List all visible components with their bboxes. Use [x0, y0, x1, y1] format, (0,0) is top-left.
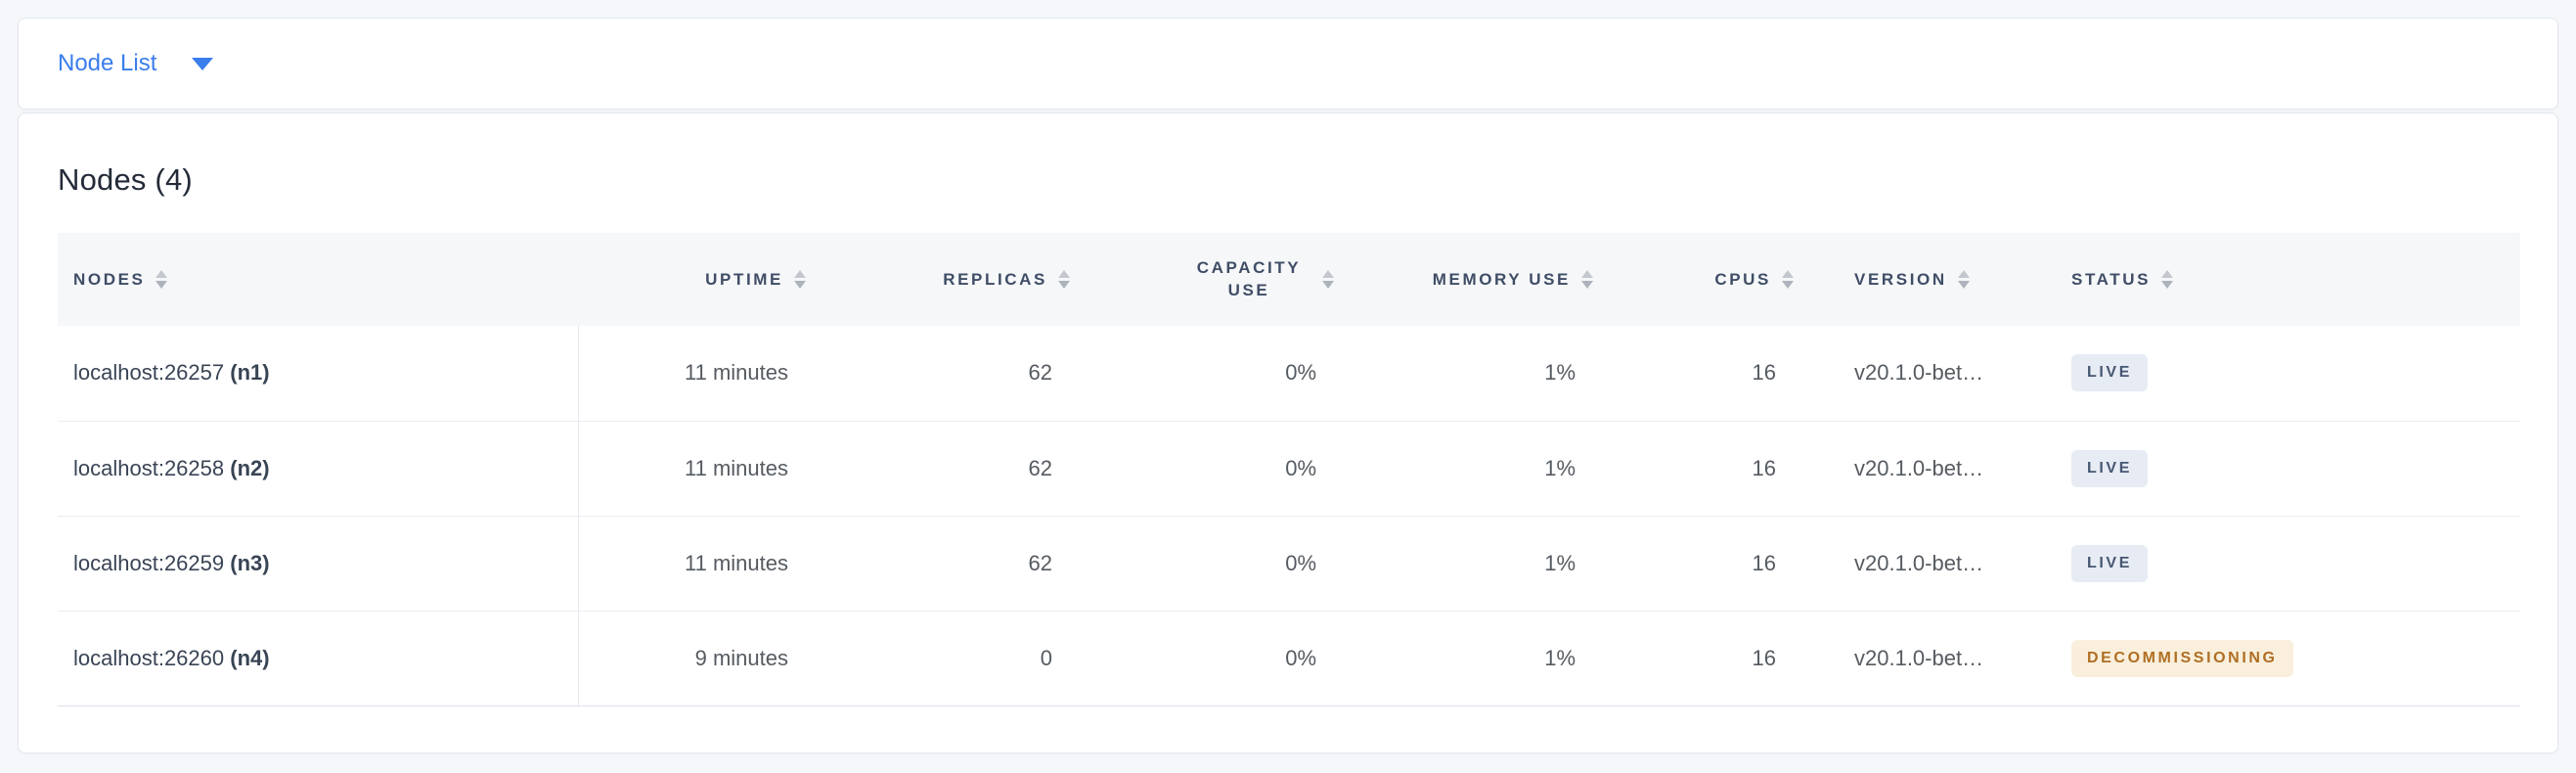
uptime-cell: 11 minutes: [578, 326, 818, 422]
node-address: localhost:26258: [73, 455, 225, 480]
sort-icon[interactable]: [1058, 270, 1070, 289]
table-header-row: NODES UPTIME REPLICAS: [58, 233, 2520, 326]
version-cell: v20.1.0-bet…: [1805, 326, 2030, 422]
column-header-uptime[interactable]: UPTIME: [578, 233, 818, 326]
memory-use-cell: 1%: [1346, 421, 1605, 517]
table-row: localhost:26260 (n4) 9 minutes 0 0% 1% 1…: [58, 611, 2520, 706]
column-header-capacity-use[interactable]: CAPACITY USE: [1082, 233, 1346, 326]
sort-icon[interactable]: [2161, 270, 2174, 289]
nodes-table: NODES UPTIME REPLICAS: [58, 233, 2520, 706]
table-row: localhost:26258 (n2) 11 minutes 62 0% 1%…: [58, 421, 2520, 517]
capacity-use-cell: 0%: [1082, 611, 1346, 706]
view-selector-bar: Node List: [18, 18, 2558, 110]
status-cell: DECOMMISSIONING: [2030, 611, 2520, 706]
version-cell: v20.1.0-bet…: [1805, 611, 2030, 706]
cpus-cell: 16: [1605, 421, 1805, 517]
version-cell: v20.1.0-bet…: [1805, 516, 2030, 612]
status-badge: LIVE: [2071, 449, 2148, 487]
memory-use-cell: 1%: [1346, 326, 1605, 422]
uptime-cell: 9 minutes: [578, 611, 818, 706]
uptime-cell: 11 minutes: [578, 421, 818, 517]
node-address-cell: localhost:26258 (n2): [58, 421, 579, 517]
status-cell: LIVE: [2030, 516, 2520, 612]
memory-use-cell: 1%: [1346, 516, 1605, 612]
cpus-cell: 16: [1605, 326, 1805, 422]
column-header-memory-use[interactable]: MEMORY USE: [1346, 233, 1605, 326]
status-badge: LIVE: [2071, 544, 2148, 582]
column-header-replicas[interactable]: REPLICAS: [818, 233, 1082, 326]
node-id: (n4): [230, 645, 270, 670]
status-badge: DECOMMISSIONING: [2071, 639, 2293, 677]
capacity-use-cell: 0%: [1082, 421, 1346, 517]
view-dropdown[interactable]: Node List: [58, 50, 214, 77]
sort-icon[interactable]: [1957, 270, 1970, 289]
status-cell: LIVE: [2030, 326, 2520, 422]
node-id: (n3): [230, 550, 270, 575]
page-title: Nodes (4): [58, 162, 193, 197]
status-cell: LIVE: [2030, 421, 2520, 517]
status-badge: LIVE: [2071, 354, 2148, 392]
table-row: localhost:26259 (n3) 11 minutes 62 0% 1%…: [58, 516, 2520, 612]
table-row: localhost:26257 (n1) 11 minutes 62 0% 1%…: [58, 326, 2520, 422]
version-cell: v20.1.0-bet…: [1805, 421, 2030, 517]
cpus-cell: 16: [1605, 611, 1805, 706]
sort-icon[interactable]: [1322, 270, 1334, 289]
column-header-nodes[interactable]: NODES: [58, 233, 578, 326]
node-address-cell: localhost:26260 (n4): [58, 611, 579, 706]
memory-use-cell: 1%: [1346, 611, 1605, 706]
sort-icon[interactable]: [794, 270, 806, 289]
uptime-cell: 11 minutes: [578, 516, 818, 612]
node-address-cell: localhost:26259 (n3): [58, 516, 579, 612]
capacity-use-cell: 0%: [1082, 516, 1346, 612]
replicas-cell: 62: [818, 326, 1082, 422]
view-dropdown-label: Node List: [58, 50, 157, 76]
caret-down-icon: [192, 57, 214, 70]
column-header-status[interactable]: STATUS: [2030, 233, 2520, 326]
node-address: localhost:26259: [73, 550, 225, 575]
capacity-use-cell: 0%: [1082, 326, 1346, 422]
node-address: localhost:26260: [73, 645, 225, 670]
cpus-cell: 16: [1605, 516, 1805, 612]
nodes-panel: Nodes (4) NODES UPTIME: [18, 113, 2558, 753]
sort-icon[interactable]: [155, 270, 168, 289]
node-id: (n1): [230, 360, 270, 386]
replicas-cell: 62: [818, 421, 1082, 517]
sort-icon[interactable]: [1581, 270, 1593, 289]
column-header-cpus[interactable]: CPUS: [1605, 233, 1805, 326]
column-header-version[interactable]: VERSION: [1805, 233, 2030, 326]
replicas-cell: 0: [818, 611, 1082, 706]
node-address: localhost:26257: [73, 360, 225, 386]
sort-icon[interactable]: [1782, 270, 1794, 289]
node-id: (n2): [230, 455, 270, 480]
node-address-cell: localhost:26257 (n1): [58, 326, 579, 422]
replicas-cell: 62: [818, 516, 1082, 612]
